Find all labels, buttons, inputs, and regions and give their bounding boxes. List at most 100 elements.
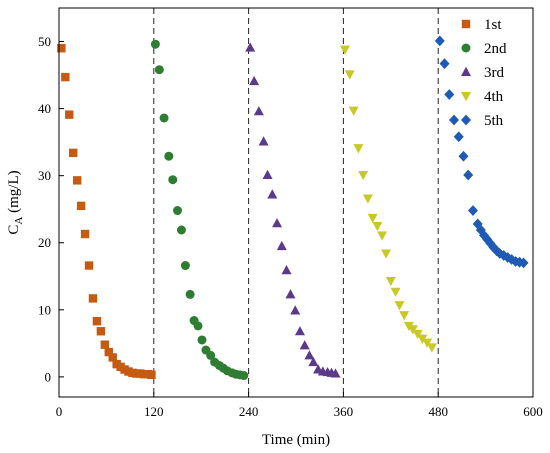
data-point-4th [358, 171, 369, 181]
data-point-1st [76, 201, 86, 211]
data-point-4th [367, 213, 378, 224]
data-point-1st [96, 327, 106, 336]
data-point-5th [485, 238, 496, 249]
data-point-5th [444, 89, 455, 100]
legend-label-5th: 5th [484, 113, 504, 129]
data-point-1st [57, 44, 66, 53]
data-point-5th [463, 169, 474, 181]
data-point-4th [417, 334, 428, 344]
data-point-2nd [176, 225, 186, 235]
data-point-3rd [272, 218, 283, 228]
legend-entry-3rd: 3rd [461, 65, 504, 81]
data-point-4th [412, 329, 423, 340]
series-5th [434, 35, 529, 269]
data-point-2nd [154, 65, 164, 75]
data-point-2nd [164, 151, 174, 161]
legend-entry-5th: 5th [461, 113, 504, 129]
data-point-3rd [281, 265, 292, 275]
x-tick-label: 480 [428, 404, 448, 419]
axes: 0 120 240 360 480 600 0 10 20 30 40 50 [38, 34, 543, 419]
data-point-3rd [330, 368, 341, 378]
data-point-4th [394, 301, 405, 311]
series-1st [57, 44, 156, 380]
data-point-5th [449, 114, 459, 126]
legend-label-4th: 4th [484, 89, 504, 105]
data-point-4th [407, 325, 418, 335]
data-point-4th [344, 70, 355, 80]
data-point-2nd [193, 321, 203, 331]
data-point-1st [147, 370, 156, 380]
data-point-4th [377, 231, 388, 241]
y-axis-title-main: C [6, 225, 22, 235]
data-point-5th [518, 257, 529, 269]
data-markers [57, 35, 529, 381]
series-3rd [245, 42, 341, 378]
data-point-1st [65, 110, 74, 119]
data-point-5th [434, 35, 445, 47]
x-axis-title: Time (min) [262, 432, 330, 448]
x-tick-label: 360 [334, 404, 354, 419]
data-point-5th [467, 205, 478, 216]
data-point-5th [453, 131, 464, 143]
data-point-4th [353, 144, 364, 154]
data-point-3rd [304, 350, 315, 360]
y-tick-label: 20 [38, 235, 51, 250]
data-point-4th [385, 276, 396, 287]
data-point-2nd [173, 206, 182, 216]
legend: 1st 2nd 3rd 4th 5th [461, 17, 507, 129]
series-2nd [150, 39, 249, 381]
cycle-divider-lines [153, 8, 439, 397]
data-point-4th [372, 221, 383, 232]
data-point-5th [494, 248, 505, 259]
data-point-3rd [262, 169, 273, 180]
data-point-3rd [267, 189, 278, 199]
data-point-1st [72, 176, 82, 185]
data-point-3rd [253, 106, 264, 116]
data-point-4th [426, 343, 437, 353]
y-tick-label: 10 [38, 302, 51, 317]
y-tick-label: 50 [38, 34, 51, 49]
x-tick-label: 240 [239, 404, 259, 419]
data-point-1st [104, 347, 113, 357]
data-point-2nd [150, 39, 160, 49]
data-point-2nd [168, 175, 178, 185]
legend-marker-3rd [461, 66, 471, 76]
data-point-5th [482, 233, 493, 245]
series-4th [339, 45, 437, 353]
legend-entry-1st: 1st [461, 17, 502, 33]
data-point-3rd [285, 289, 296, 299]
data-point-2nd [206, 350, 216, 360]
data-point-1st [108, 353, 117, 362]
data-point-1st [84, 261, 94, 270]
data-point-4th [362, 194, 373, 204]
x-tick-label: 0 [56, 404, 63, 419]
data-point-1st [80, 229, 90, 239]
y-axis-title: CA (mg/L) [6, 170, 25, 234]
data-point-1st [69, 148, 78, 158]
data-point-2nd [197, 335, 207, 345]
data-point-3rd [276, 240, 287, 251]
data-point-4th [422, 338, 433, 348]
data-point-1st [100, 340, 110, 349]
data-point-4th [348, 106, 359, 116]
data-point-4th [399, 311, 410, 321]
y-tick-label: 40 [38, 101, 51, 116]
data-point-2nd [185, 289, 195, 299]
data-point-1st [92, 317, 102, 326]
data-point-2nd [239, 371, 249, 381]
data-point-5th [439, 58, 450, 70]
legend-marker-5th [461, 114, 471, 126]
data-point-4th [381, 249, 392, 259]
x-tick-label: 600 [523, 404, 543, 419]
plot-frame [58, 7, 534, 398]
y-tick-label: 0 [45, 369, 52, 384]
data-point-2nd [159, 113, 169, 123]
legend-label-1st: 1st [484, 17, 502, 33]
data-point-3rd [294, 326, 305, 336]
y-tick-label: 30 [38, 168, 51, 183]
data-point-4th [390, 287, 401, 297]
legend-marker-2nd [461, 43, 471, 53]
data-point-1st [88, 294, 98, 303]
